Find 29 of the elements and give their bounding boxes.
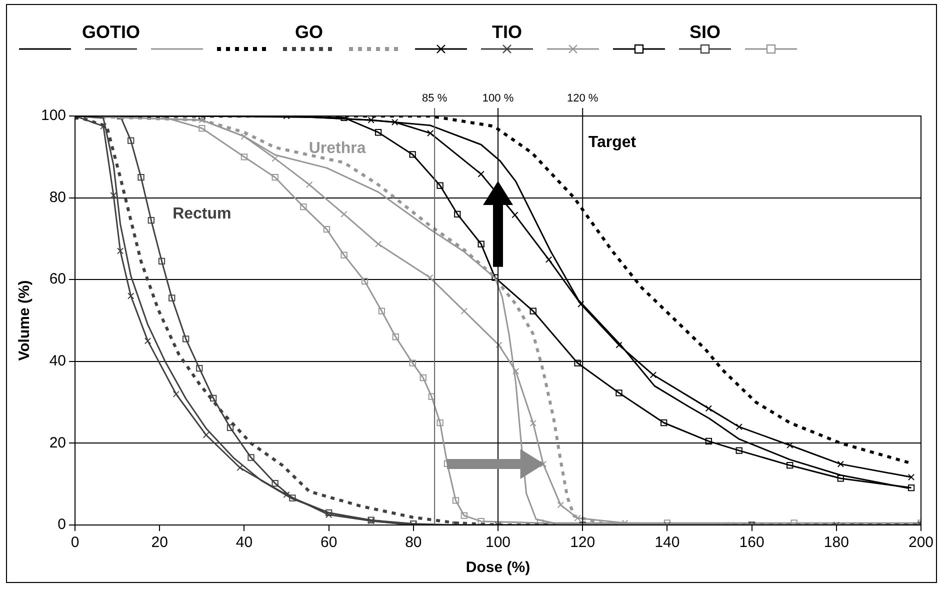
annotation: Target <box>588 134 637 151</box>
y-tick-label: 80 <box>49 188 66 206</box>
annotation: Urethra <box>308 140 366 158</box>
text: GO <box>294 22 324 42</box>
x-tick-label: 40 <box>236 534 253 552</box>
x-tick-label: 140 <box>654 534 680 552</box>
x-tick-label: 20 <box>151 534 168 552</box>
x-tick-label: 120 <box>570 534 596 552</box>
x-tick-label: 100 <box>486 534 511 552</box>
x-tick-label: 180 <box>824 534 849 552</box>
text: SIO <box>688 22 722 42</box>
y-tick-label: 20 <box>49 434 66 452</box>
x-tick-label: 200 <box>908 534 934 552</box>
x-tick-label: 0 <box>70 534 80 552</box>
x-tick-label: 160 <box>739 534 764 552</box>
x-tick-label: 60 <box>320 534 338 552</box>
annotation: Rectum <box>172 206 232 223</box>
text: GOTIO <box>81 22 141 42</box>
x-tick-label: 80 <box>405 534 422 552</box>
ref-line-label: 120 % <box>567 92 598 105</box>
x-axis-title: Dose (%) <box>466 559 530 576</box>
y-tick-label: 60 <box>49 270 66 288</box>
ref-line-label: 85 % <box>422 92 448 105</box>
text: TIO <box>491 22 523 42</box>
ref-line-label: 100 % <box>482 92 514 105</box>
y-axis-title: Volume (%) <box>16 280 34 361</box>
y-tick-label: 0 <box>58 516 66 534</box>
y-tick-label: 40 <box>49 352 66 370</box>
y-tick-label: 100 <box>40 107 66 124</box>
